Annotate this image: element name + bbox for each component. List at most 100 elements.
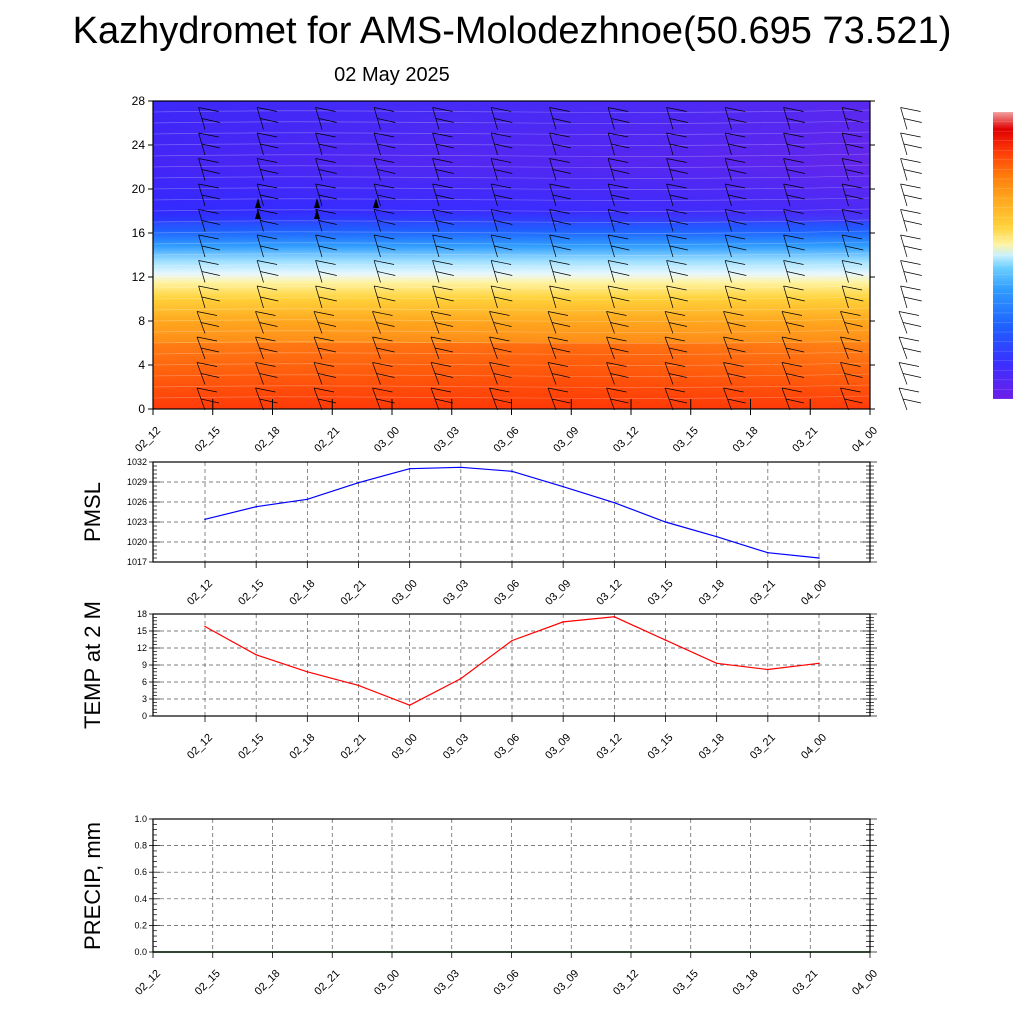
wind-barb-flag xyxy=(552,271,571,276)
wind-barb-flag xyxy=(489,311,510,316)
wind-barb-flag xyxy=(725,158,746,163)
temp-y-tick-label: 18 xyxy=(137,609,147,619)
wind-barb-flag xyxy=(552,220,571,225)
wind-barb-flag xyxy=(842,285,863,291)
wind-barb-flag xyxy=(430,336,452,342)
wind-barb-flag xyxy=(728,220,747,225)
wind-barb-flag xyxy=(201,194,220,200)
wind-barb-flag xyxy=(783,260,804,265)
wind-pennant xyxy=(255,209,261,219)
wind-barb-flag xyxy=(198,209,219,214)
profile-panel: 0 4 8 12 16 20 24 28 02_12 02_15 02_18 02_21 03_00 03… xyxy=(132,94,922,455)
wind-barb-flag xyxy=(669,143,688,149)
temp-x-tick-label: 02_18 xyxy=(287,732,317,762)
wind-barb-flag xyxy=(608,209,629,214)
wind-barb-flag xyxy=(845,296,864,302)
temp-x-tick-label: 03_09 xyxy=(543,732,573,762)
contour-line xyxy=(152,285,871,289)
wind-barb-flag xyxy=(377,220,396,225)
contour-line xyxy=(152,384,871,388)
wind-barb-flag xyxy=(786,220,805,225)
wind-barb-flag xyxy=(377,296,396,302)
wind-barb-flag xyxy=(260,220,279,225)
wind-barb-flag xyxy=(434,322,454,327)
wind-barb-flag xyxy=(664,311,686,316)
wind-barb-flag xyxy=(377,118,396,123)
temp-x-tick-label: 03_15 xyxy=(646,732,676,762)
wind-barb-flag xyxy=(257,285,278,291)
wind-barb-flag xyxy=(494,220,513,225)
wind-barb-flag xyxy=(840,336,861,342)
pmsl-point xyxy=(460,466,462,469)
wind-barb-flag xyxy=(260,296,279,302)
wind-barb-flag xyxy=(318,296,337,302)
contour-line xyxy=(152,340,871,344)
wind-barb-flag xyxy=(666,107,687,112)
wind-barb-flag xyxy=(377,143,396,149)
wind-barb-flag xyxy=(725,183,746,189)
wind-barb-flag xyxy=(489,362,510,367)
profile-x-tick-label: 03_18 xyxy=(731,425,761,455)
wind-barb-flag xyxy=(898,387,920,393)
wind-barb-flag xyxy=(551,322,571,327)
wind-barb-flag xyxy=(435,296,454,302)
temp-x-tick-label: 03_18 xyxy=(697,732,727,762)
wind-barb-flag xyxy=(547,336,569,342)
precip-y-tick-label: 0.0 xyxy=(134,947,147,957)
wind-barb-flag xyxy=(201,143,220,149)
wind-barb-flag xyxy=(318,169,337,174)
wind-barb-flag xyxy=(315,234,336,240)
wind-barb-flag xyxy=(260,169,279,174)
wind-barb-flag xyxy=(549,158,570,163)
precip-x-tick-label: 03_09 xyxy=(551,968,581,998)
wind-barb-flag xyxy=(845,220,864,225)
wind-barb-flag xyxy=(318,271,337,276)
temp-point xyxy=(408,704,411,707)
wind-barb-flag xyxy=(786,245,805,251)
wind-barb-flag xyxy=(728,245,747,251)
wind-barb-flag xyxy=(432,209,453,214)
wind-barb-flag xyxy=(728,194,747,200)
wind-barb-flag xyxy=(432,132,453,138)
wind-barb-flag xyxy=(491,183,512,189)
wind-barb-flag xyxy=(432,234,453,240)
wind-barb-flag xyxy=(374,209,395,214)
precip-axis-title: PRECIP, mm xyxy=(80,822,105,950)
pmsl-x-tick-label: 04_00 xyxy=(799,578,829,608)
temp-x-tick-label: 03_21 xyxy=(748,732,778,762)
wind-barb-flag xyxy=(900,183,921,189)
temp-x-tick-label: 03_03 xyxy=(441,732,471,762)
temp-point xyxy=(767,668,769,671)
wind-barb-flag xyxy=(666,285,687,291)
wind-barb-flag xyxy=(549,107,570,112)
wind-barb-flag xyxy=(611,118,630,123)
pmsl-y-tick-label: 1026 xyxy=(127,497,147,507)
wind-barb-flag xyxy=(196,362,218,367)
wind-barb-flag xyxy=(900,209,921,214)
wind-barb-flag xyxy=(552,118,571,123)
wind-barb-flag xyxy=(668,398,688,404)
precip-y-tick-label: 0.6 xyxy=(134,867,147,877)
wind-barb-flag xyxy=(552,194,571,200)
wind-barb-flag xyxy=(255,387,276,393)
wind-barb-flag xyxy=(315,158,336,163)
wind-barb-flag xyxy=(786,118,805,123)
chart-title: Kazhydromet for AMS-Molodezhnoe(50.695 7… xyxy=(72,10,952,52)
precip-y-tick-label: 0.2 xyxy=(134,920,147,930)
temp-x-tick-label: 03_00 xyxy=(390,732,420,762)
wind-barb-flag xyxy=(318,194,337,200)
temp-y-tick-label: 3 xyxy=(142,694,147,704)
profile-y-tick-label: 28 xyxy=(132,94,146,108)
wind-barb-flag xyxy=(725,132,746,138)
wind-barb-flag xyxy=(377,245,396,251)
contour-line xyxy=(152,153,871,157)
pmsl-point xyxy=(715,535,718,538)
wind-barb-flag xyxy=(725,209,746,214)
wind-barb-flag xyxy=(260,118,279,123)
wind-barb-flag xyxy=(606,311,627,316)
pmsl-x-tick-label: 02_12 xyxy=(185,578,215,608)
pmsl-point xyxy=(767,551,769,554)
wind-barb-flag xyxy=(374,234,395,240)
contour-line xyxy=(152,230,871,234)
